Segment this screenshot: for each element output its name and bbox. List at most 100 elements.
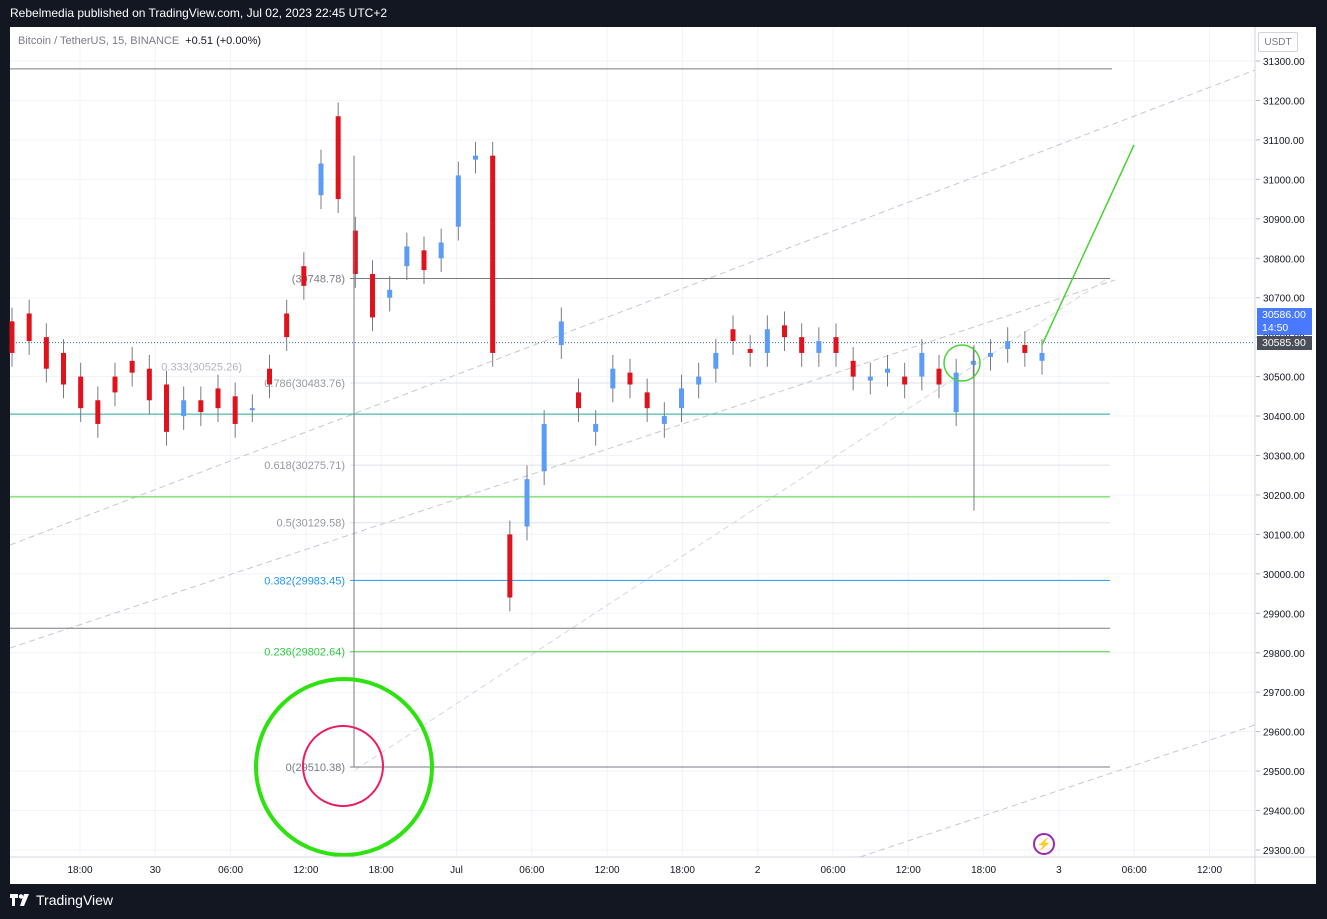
x-tick-label: 18:00: [369, 865, 394, 876]
candle-body: [61, 352, 66, 385]
candle-body: [181, 400, 187, 417]
candle-body: [524, 479, 530, 527]
candle-body: [352, 230, 358, 275]
y-tick-label: 29500.00: [1263, 767, 1305, 778]
x-tick-label: 06:00: [519, 865, 544, 876]
y-tick-label: 29600.00: [1263, 728, 1305, 739]
candle-body: [95, 400, 101, 424]
y-tick-label: 31300.00: [1263, 57, 1305, 68]
candle-body: [799, 337, 805, 353]
x-tick-label: 12:00: [595, 865, 620, 876]
candle-body: [627, 372, 633, 385]
candle-body: [713, 352, 719, 369]
y-tick-label: 29700.00: [1263, 688, 1305, 699]
bar-countdown: 14:50: [1262, 322, 1289, 334]
current-price: 30586.00: [1262, 309, 1306, 321]
candle-body: [284, 313, 290, 338]
x-tick-label: 06:00: [820, 865, 845, 876]
y-tick-label: 31000.00: [1263, 175, 1305, 186]
candle-body: [679, 388, 684, 409]
candle-body: [576, 392, 581, 409]
candle-body: [610, 368, 616, 389]
candle-body: [902, 376, 908, 385]
candle-body: [507, 534, 513, 598]
price-change: +0.51 (+0.00%): [185, 35, 262, 47]
y-tick-label: 29900.00: [1263, 609, 1305, 620]
candle-body: [215, 388, 221, 409]
candle-body: [404, 246, 410, 267]
candle-body: [164, 384, 169, 432]
target-circle-inner: [302, 725, 384, 807]
fib-overlap-label: 0.333(30525.26): [161, 362, 242, 374]
fib-top-label: (30748.78): [292, 273, 345, 285]
fib-label: 0.382(29983.45): [264, 575, 345, 587]
candle-body: [541, 423, 547, 472]
candle-body: [953, 372, 959, 413]
projection-line: [1041, 144, 1135, 346]
lightning-bolt-icon[interactable]: ⚡: [1033, 833, 1055, 855]
candle-body: [370, 274, 375, 318]
candle-body: [764, 329, 770, 353]
candle-body: [78, 376, 84, 409]
candle-body: [1022, 345, 1028, 353]
candle-body: [970, 360, 976, 365]
candle-body: [129, 360, 135, 373]
footer-bar: TradingView: [0, 884, 1327, 919]
candle-body: [318, 163, 324, 196]
x-tick-label: 06:00: [1122, 865, 1147, 876]
y-tick-label: 29300.00: [1263, 846, 1305, 857]
y-tick-label: 29800.00: [1263, 649, 1305, 660]
y-tick-label: 30200.00: [1263, 491, 1305, 502]
candle-body: [816, 341, 822, 353]
candle-body: [267, 368, 272, 385]
candle-body: [301, 266, 307, 286]
fib-label: 0(29510.38): [286, 762, 345, 774]
fib-label: 0.5(30129.58): [277, 518, 346, 530]
symbol-legend[interactable]: Bitcoin / TetherUS, 15, BINANCE +0.51 (+0…: [18, 35, 261, 47]
candle-body: [9, 321, 15, 353]
y-tick-label: 29400.00: [1263, 807, 1305, 818]
candle-body: [473, 155, 478, 160]
y-tick-label: 30500.00: [1263, 373, 1305, 384]
trend-channel-middle: [9, 279, 1116, 649]
candle-body: [490, 155, 496, 353]
currency-selector[interactable]: USDT: [1258, 32, 1298, 52]
x-tick-label: 18:00: [67, 865, 92, 876]
candle-body: [249, 408, 255, 411]
x-tick-label: 12:00: [293, 865, 318, 876]
candle-body: [593, 423, 599, 432]
marker-circle-small: [943, 344, 981, 382]
candle-body: [919, 352, 925, 377]
candle-body: [1005, 341, 1011, 349]
candle-body: [232, 396, 238, 424]
tradingview-logo-icon: [10, 894, 29, 906]
trend-channel-bottom: [859, 724, 1256, 858]
candle-body: [43, 337, 49, 369]
target-circle-outer: [254, 677, 434, 857]
candle-body: [696, 376, 702, 385]
fib-label: 0.236(29802.64): [264, 647, 345, 659]
x-tick-label: 30: [150, 865, 162, 876]
candle-body: [936, 368, 942, 385]
y-tick-label: 30100.00: [1263, 530, 1305, 541]
y-tick-label: 30000.00: [1263, 570, 1305, 581]
x-tick-label: 12:00: [896, 865, 921, 876]
x-tick-label: 3: [1056, 865, 1062, 876]
current-price-badge: 30586.00 14:50: [1257, 308, 1312, 335]
fib-label: 0.786(30483.76): [264, 378, 345, 390]
candle-body: [850, 360, 856, 377]
candle-body: [747, 348, 753, 353]
publisher-bar: Rebelmedia published on TradingView.com,…: [0, 0, 1327, 27]
x-tick-label: 06:00: [218, 865, 243, 876]
candle-body: [421, 250, 427, 271]
candle-body: [885, 368, 890, 373]
publisher-text: Rebelmedia published on TradingView.com,…: [10, 6, 388, 20]
y-tick-label: 30800.00: [1263, 254, 1305, 265]
price-axis: [1256, 27, 1316, 857]
fib-label: 0.618(30275.71): [264, 460, 345, 472]
y-tick-label: 30400.00: [1263, 412, 1305, 423]
candle-body: [867, 376, 873, 381]
candle-body: [198, 400, 204, 413]
brand[interactable]: TradingView: [10, 892, 113, 908]
